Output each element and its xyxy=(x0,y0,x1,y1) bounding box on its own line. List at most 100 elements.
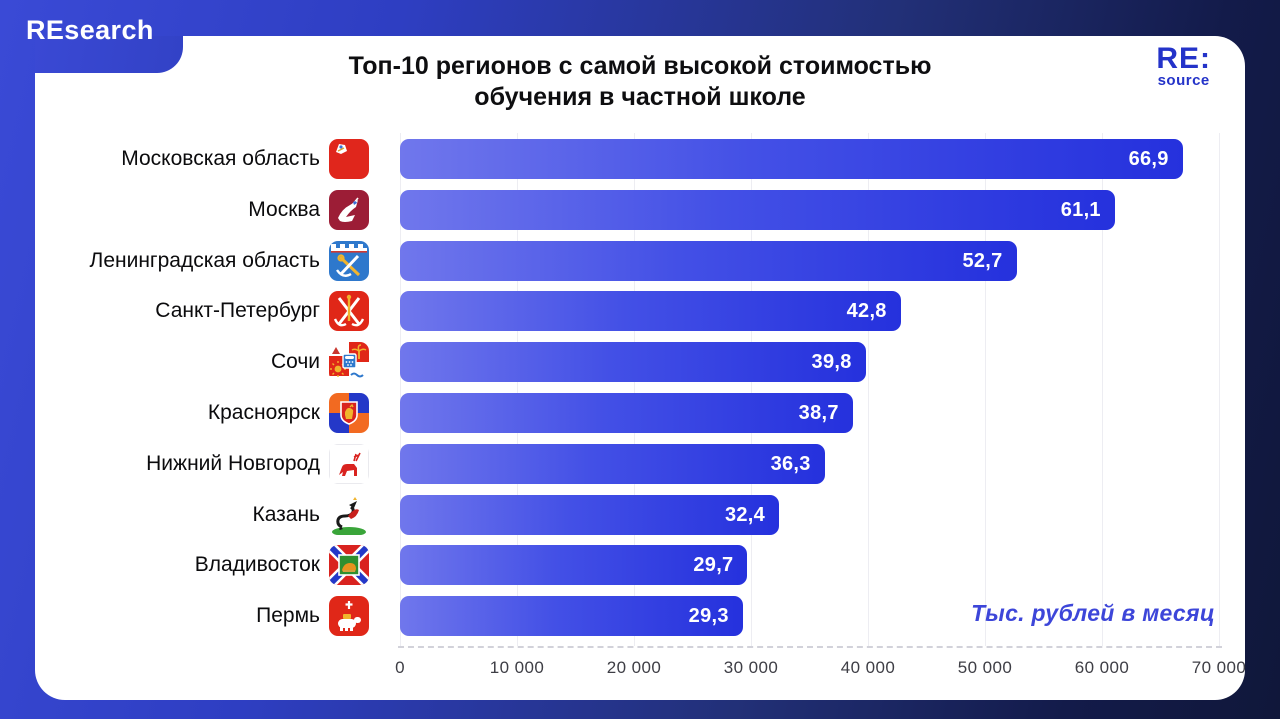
gridline xyxy=(634,133,635,646)
bar: 38,7 xyxy=(400,393,853,433)
bar: 32,4 xyxy=(400,495,780,535)
bar-track: 36,3 xyxy=(400,444,1219,484)
bar-chart: Московская область 66,9 xyxy=(35,36,1246,700)
bar-row: Сочи xyxy=(35,342,1245,382)
bar-value: 32,4 xyxy=(724,503,766,526)
bar-row: Владивосток 29,7 xyxy=(35,545,1245,585)
bar-row: Московская область 66,9 xyxy=(35,139,1245,179)
x-tick-label: 30 000 xyxy=(723,658,779,677)
row-label-group: Казань xyxy=(35,495,369,535)
row-label-group: Владивосток xyxy=(35,545,369,585)
row-label-group: Санкт-Петербург xyxy=(35,291,369,331)
region-label: Москва xyxy=(248,198,320,221)
region-label: Московская область xyxy=(121,147,320,170)
x-tick-label: 40 000 xyxy=(840,658,896,677)
bar-track: 29,3 xyxy=(400,596,1219,636)
x-tick-label: 0 xyxy=(395,658,405,677)
resource-logo: RE: source xyxy=(1156,42,1211,90)
x-tick-label: 50 000 xyxy=(957,658,1013,677)
gridline xyxy=(751,133,752,646)
bar-track: 61,1 xyxy=(400,190,1219,230)
region-label: Красноярск xyxy=(207,401,320,424)
x-axis-ticks: 0 10 000 20 000 30 000 40 000 50 000 60 000 70 … xyxy=(395,658,1246,680)
bar: 29,3 xyxy=(400,596,743,636)
gridline xyxy=(517,133,518,646)
gridline xyxy=(868,133,869,646)
region-label: Казань xyxy=(252,503,320,526)
bar-value: 39,8 xyxy=(811,350,852,373)
row-label-group: Москва xyxy=(35,190,369,230)
bar-row: Ленинградская область 52,7 xyxy=(35,241,1245,281)
kazan-coat-of-arms-icon xyxy=(329,495,369,535)
research-logo: REsearch xyxy=(26,15,154,45)
bar-track: 38,7 xyxy=(400,393,1219,433)
x-axis-line xyxy=(398,646,1222,648)
resource-logo-main: RE: xyxy=(1156,42,1211,75)
row-label-group: Нижний Новгород xyxy=(35,444,369,484)
bar: 36,3 xyxy=(400,444,825,484)
bar: 42,8 xyxy=(400,291,901,331)
moscow-coat-of-arms-icon xyxy=(329,190,369,230)
vladivostok-coat-of-arms-icon xyxy=(329,545,369,585)
unit-note: Тыс. рублей в месяц xyxy=(971,600,1215,626)
sochi-coat-of-arms-icon xyxy=(329,342,369,382)
bar-row: Красноярск 38,7 xyxy=(35,393,1245,433)
bar: 29,7 xyxy=(400,545,748,585)
region-label: Санкт-Петербург xyxy=(155,299,320,322)
bar: 66,9 xyxy=(400,139,1183,179)
region-label: Нижний Новгород xyxy=(146,452,320,475)
x-tick-label: 10 000 xyxy=(489,658,545,677)
gridline xyxy=(1102,133,1103,646)
gridline xyxy=(985,133,986,646)
bar-track: 29,7 xyxy=(400,545,1219,585)
logo-tab-notch xyxy=(35,36,183,73)
perm-coat-of-arms-icon xyxy=(329,596,369,636)
bar-row: Пермь 29,3 xyxy=(35,596,1245,636)
bar-value: 52,7 xyxy=(962,249,1003,272)
leningrad-oblast-coat-of-arms-icon xyxy=(329,241,369,281)
chart-title-line2: обучения в частной школе xyxy=(474,83,806,111)
bar-row: Санкт-Петербург 42,8 xyxy=(35,291,1245,331)
chart-title-line1: Топ-10 регионов с самой высокой стоимост… xyxy=(348,52,932,80)
bar-track: 42,8 xyxy=(400,291,1219,331)
saint-petersburg-coat-of-arms-icon xyxy=(329,291,369,331)
bar: 61,1 xyxy=(400,190,1115,230)
gridline xyxy=(400,133,401,646)
chart-title: Топ-10 регионов с самой высокой стоимост… xyxy=(35,51,1245,113)
bar: 52,7 xyxy=(400,241,1017,281)
krasnoyarsk-coat-of-arms-icon xyxy=(329,393,369,433)
bar-track: 39,8 xyxy=(400,342,1219,382)
x-tick-label: 20 000 xyxy=(606,658,662,677)
bar-value: 29,3 xyxy=(688,604,729,627)
region-label: Ленинградская область xyxy=(89,249,320,272)
bar: 39,8 xyxy=(400,342,866,382)
row-label-group: Красноярск xyxy=(35,393,369,433)
region-label: Владивосток xyxy=(194,553,320,576)
bar-value: 36,3 xyxy=(770,452,811,475)
bar-value: 42,8 xyxy=(846,299,887,322)
row-label-group: Ленинградская область xyxy=(35,241,369,281)
bar-value: 29,7 xyxy=(693,553,734,576)
x-tick-label: 60 000 xyxy=(1074,658,1130,677)
resource-logo-sub: source xyxy=(1157,72,1210,89)
region-label: Сочи xyxy=(270,350,320,373)
region-label: Пермь xyxy=(256,604,320,627)
bar-row: Нижний Новгород 36,3 xyxy=(35,444,1245,484)
gridlines xyxy=(400,133,1220,646)
bar-row: Казань 32,4 xyxy=(35,495,1245,535)
bar-track: 32,4 xyxy=(400,495,1219,535)
bar-track: 52,7 xyxy=(400,241,1219,281)
bar-value: 38,7 xyxy=(798,401,839,424)
row-label-group: Пермь xyxy=(35,596,369,636)
chart-card: Топ-10 регионов с самой высокой стоимост… xyxy=(35,36,1246,700)
moscow-oblast-coat-of-arms-icon xyxy=(329,139,369,179)
row-label-group: Сочи xyxy=(35,342,369,382)
row-label-group: Московская область xyxy=(35,139,369,179)
bar-track: 66,9 xyxy=(400,139,1219,179)
bar-value: 61,1 xyxy=(1060,198,1101,221)
gridline xyxy=(1219,133,1220,646)
bar-row: Москва 61,1 xyxy=(35,190,1245,230)
x-tick-label: 70 000 xyxy=(1191,658,1247,677)
bar-value: 66,9 xyxy=(1128,147,1169,170)
